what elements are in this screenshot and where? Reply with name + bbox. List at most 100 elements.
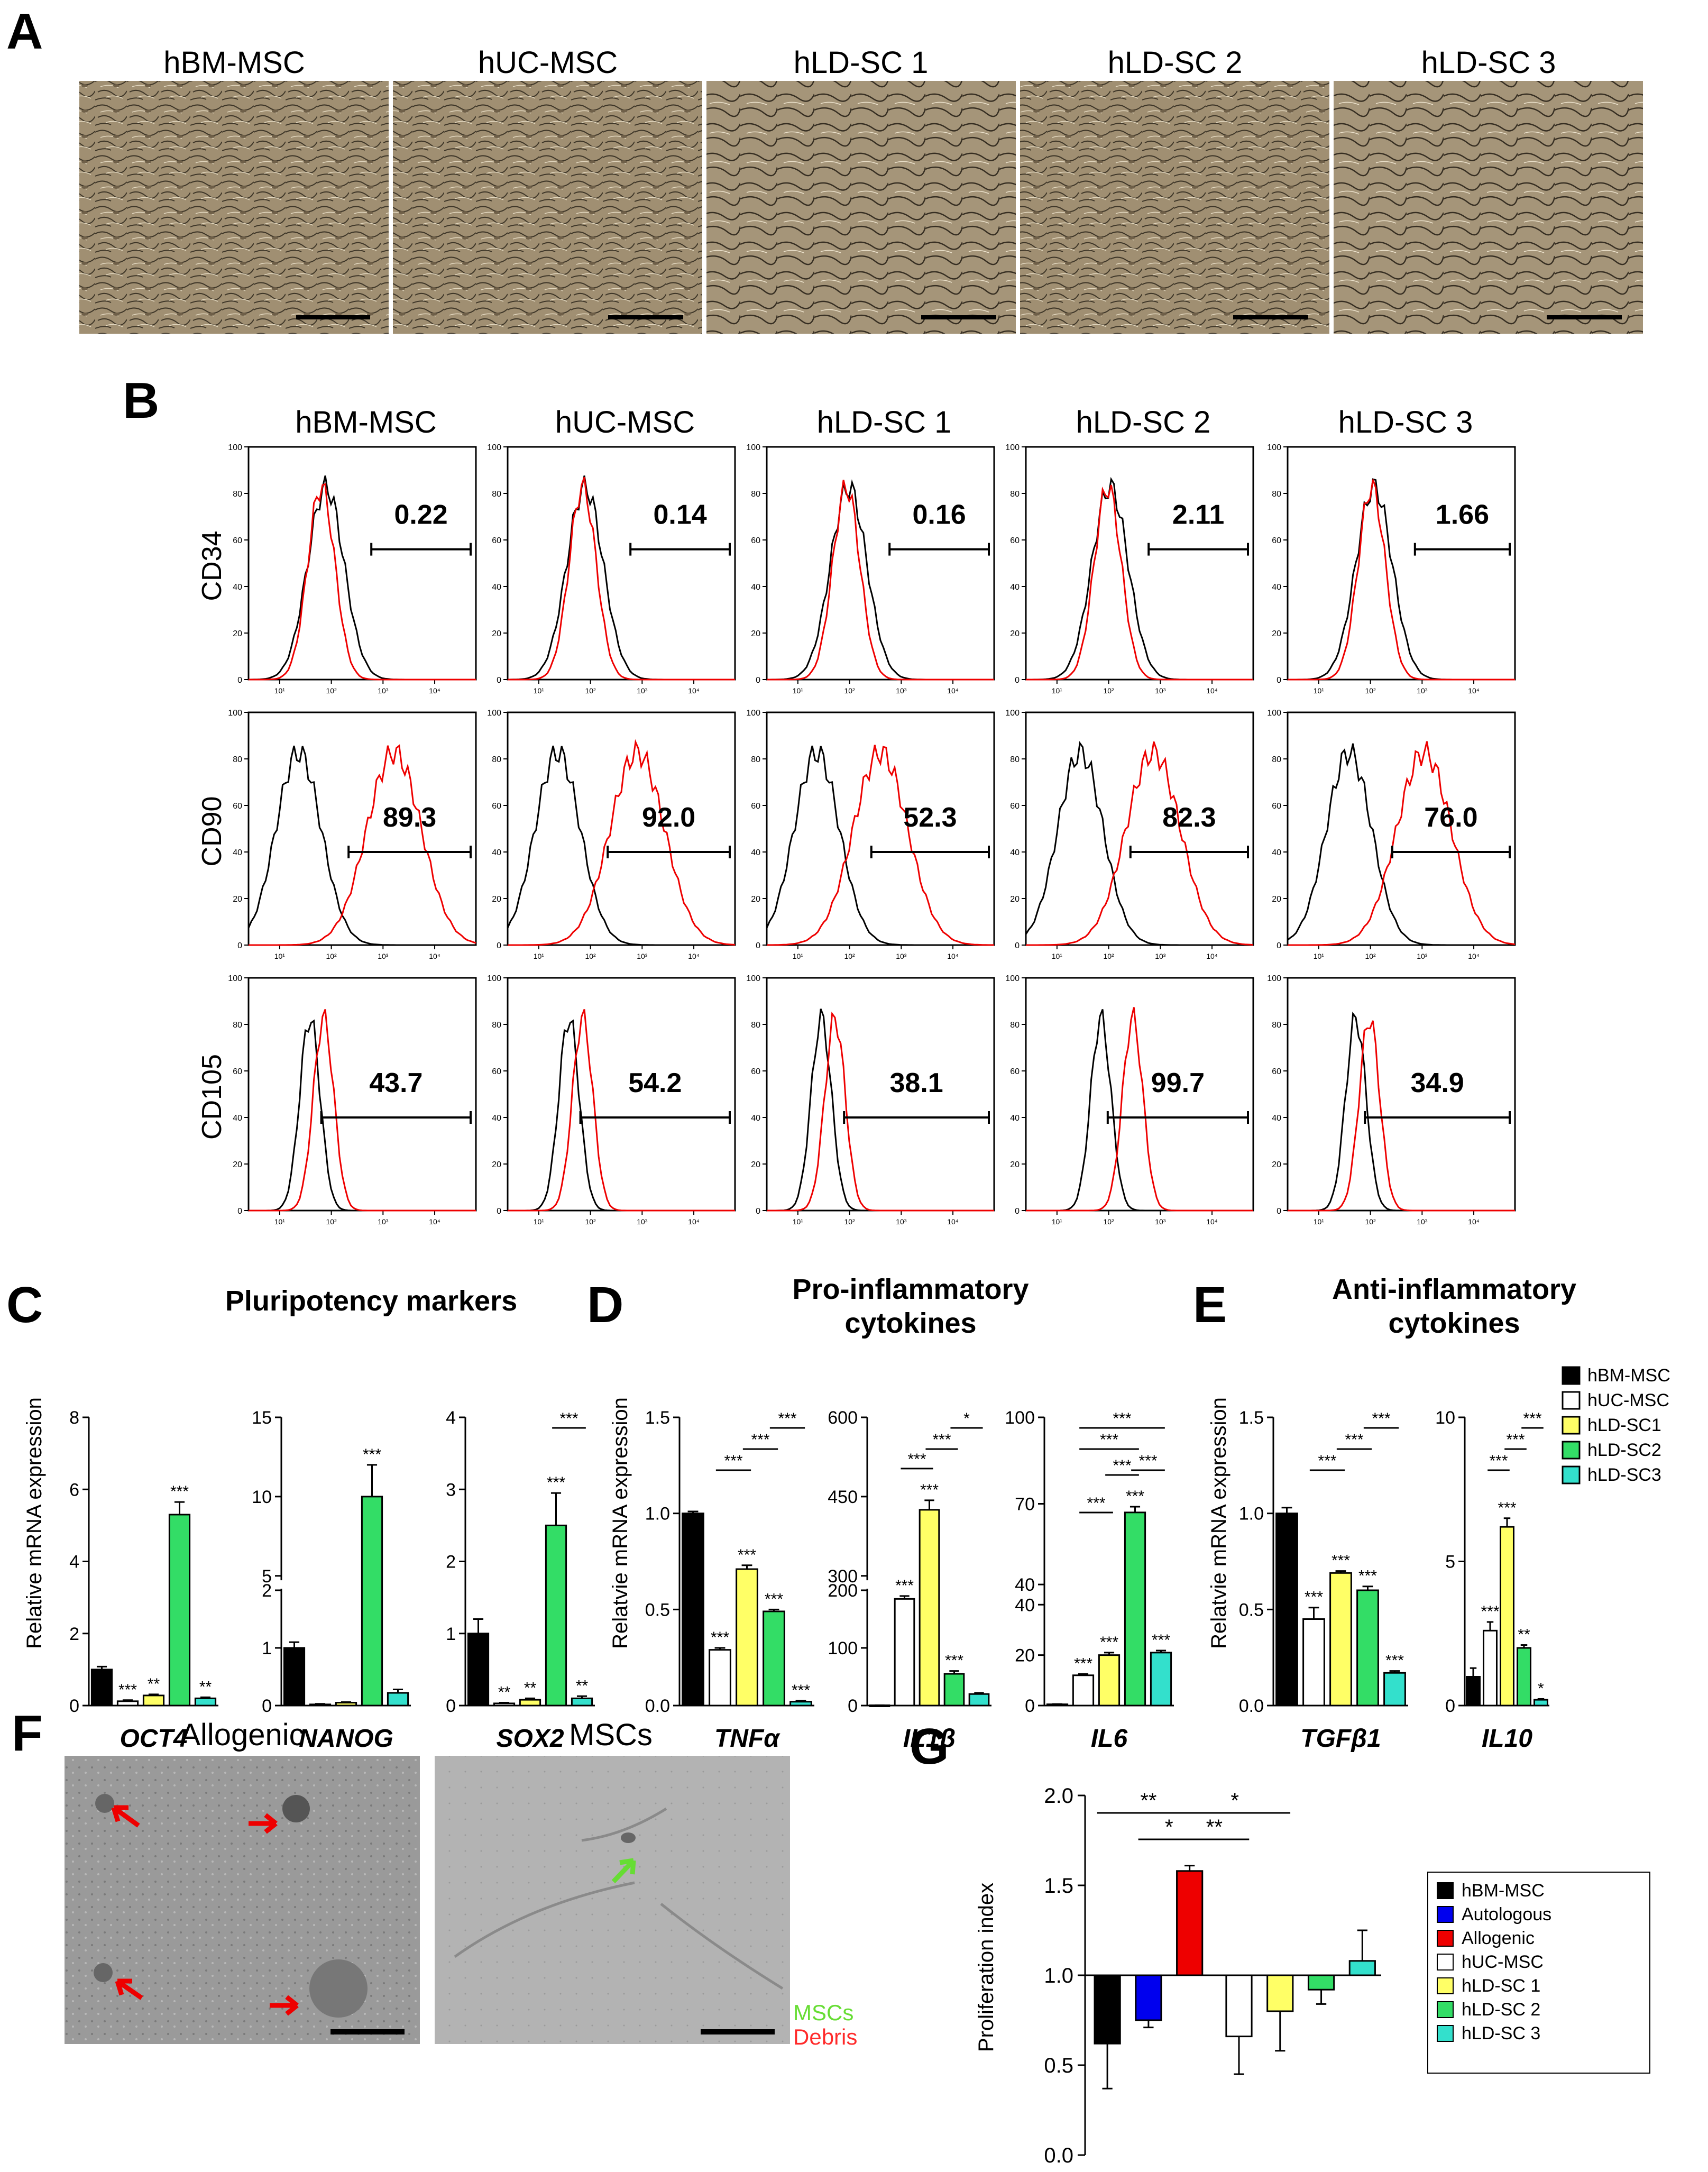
x-tick-label: 10¹ — [1052, 952, 1063, 960]
y-tick-label: 20 — [1272, 895, 1281, 904]
bar — [467, 1633, 490, 1707]
legend-label: hLD-SC 1 — [1462, 1976, 1540, 1996]
y-tick-label: 600 — [828, 1408, 858, 1428]
y-tick-label: 70 — [1015, 1495, 1035, 1515]
gate-percentage: 52.3 — [903, 802, 957, 833]
micrograph-huc-msc: hUC-MSC — [393, 45, 702, 334]
histogram-frame — [1025, 977, 1254, 1212]
y-tick-label: 1.5 — [1239, 1408, 1264, 1428]
x-tick-label: 10² — [1103, 686, 1114, 695]
axis-break — [860, 1580, 875, 1589]
y-tick-label: 0 — [497, 1207, 501, 1216]
flow-column-title: hUC-MSC — [555, 405, 695, 439]
y-tick-label: 20 — [492, 1160, 501, 1169]
panel-label-c: C — [6, 1277, 43, 1333]
panel-e-ylabel: Relatvie mRNA expression — [1207, 1397, 1231, 1649]
gene-label: SOX2 — [496, 1725, 564, 1753]
bar — [1302, 1618, 1325, 1707]
x-tick-label: 10⁴ — [1206, 686, 1218, 695]
bar — [1356, 1589, 1379, 1707]
y-tick-label: 20 — [751, 629, 760, 638]
bar-chart-nanog: 0 1 25 10 15 *** NANOG — [252, 1408, 411, 1753]
significance-label: *** — [765, 1590, 783, 1608]
bar — [1150, 1652, 1172, 1707]
x-tick-label: 10¹ — [274, 952, 286, 960]
bar — [789, 1701, 812, 1707]
y-tick-label: 20 — [233, 629, 242, 638]
y-tick-label: 100 — [1005, 709, 1020, 718]
histogram-frame — [507, 977, 736, 1212]
micrograph-hld-sc-1: hLD-SC 1 — [706, 45, 1016, 334]
legend-swatch — [1437, 1930, 1454, 1947]
y-tick-label: 100 — [1267, 709, 1281, 718]
legend-mscs: MSCs — [793, 2000, 853, 2025]
y-tick-label: 80 — [1272, 1021, 1281, 1030]
bar — [1098, 1654, 1121, 1707]
panel-label-a: A — [6, 3, 43, 60]
proliferation-chart: 0.00.51.01.52.0 *** *** — [1044, 1784, 1381, 2167]
axis-break — [274, 1580, 289, 1589]
y-tick-label: 20 — [233, 895, 242, 904]
x-tick-label: 10² — [585, 952, 596, 960]
significance-label: ** — [199, 1678, 212, 1696]
micrograph-image — [706, 81, 1016, 334]
y-tick-label: 1.0 — [645, 1504, 670, 1524]
gate-percentage: 2.11 — [1172, 500, 1224, 530]
bracket-label: ** — [1140, 1789, 1156, 1812]
flow-histogram: 100 80 60 40 20 0 10¹ 10² 10³ 10⁴ 99.7 — [1005, 974, 1254, 1226]
x-tick-label: 10³ — [637, 952, 648, 960]
y-tick-label: 0.0 — [1044, 2144, 1073, 2167]
y-tick-label: 20 — [492, 895, 501, 904]
y-tick-label: 20 — [1272, 629, 1281, 638]
x-tick-label: 10³ — [896, 686, 907, 695]
legend-label: hLD-SC2 — [1587, 1440, 1661, 1460]
x-tick-label: 10¹ — [534, 686, 545, 695]
flow-histogram: 100 80 60 40 20 0 10¹ 10² 10³ 10⁴ 0.22 — [228, 443, 477, 695]
gate-percentage: 76.0 — [1424, 802, 1477, 833]
bar — [90, 1669, 113, 1707]
flow-histogram: 100 80 60 40 20 0 10¹ 10² 10³ 10⁴ 0.14 — [487, 443, 736, 695]
y-tick-label: 0 — [1445, 1696, 1455, 1716]
bar — [493, 1702, 516, 1707]
bar — [571, 1697, 593, 1707]
significance-label: *** — [1481, 1603, 1499, 1620]
bar — [1124, 1511, 1146, 1707]
gate-percentage: 99.7 — [1151, 1068, 1205, 1098]
x-tick-label: 10³ — [1155, 1217, 1166, 1226]
x-tick-label: 10⁴ — [688, 1217, 700, 1226]
y-tick-label: 40 — [233, 583, 242, 592]
marker-histogram — [1288, 479, 1515, 681]
legend-label: hLD-SC1 — [1587, 1415, 1661, 1435]
flow-histogram: 100 80 60 40 20 0 10¹ 10² 10³ 10⁴ 52.3 — [746, 709, 995, 960]
legend-swatch — [1437, 2025, 1454, 2042]
significance-label: *** — [170, 1483, 189, 1500]
marker-histogram — [249, 1009, 476, 1212]
legend-label: Autologous — [1462, 1904, 1551, 1924]
bar — [1094, 1974, 1121, 2045]
panel-g-ylabel: Proliferation index — [975, 1883, 998, 2052]
y-tick-label: 100 — [487, 443, 501, 452]
panel-label-e: E — [1193, 1277, 1227, 1333]
bar — [194, 1697, 217, 1707]
bracket-label: *** — [1489, 1452, 1508, 1470]
flow-histogram: 100 80 60 40 20 0 10¹ 10² 10³ 10⁴ 82.3 — [1005, 709, 1254, 960]
bar — [335, 1702, 357, 1707]
panel-d-ylabel: Relatvie mRNA expression — [609, 1397, 632, 1649]
y-tick-label: 100 — [228, 974, 242, 983]
flow-histogram-grid: 100 80 60 40 20 0 10¹ 10² 10³ 10⁴ 0.22 100 80 60 40 20 0… — [228, 443, 1516, 1226]
flow-row-label: CD105 — [197, 1054, 227, 1140]
y-tick-label: 100 — [1005, 974, 1020, 983]
x-tick-label: 10² — [844, 952, 855, 960]
marker-histogram — [1288, 741, 1516, 946]
bar — [1517, 1647, 1531, 1707]
legend-swatch — [1437, 1954, 1454, 1971]
flow-column-title: hLD-SC 1 — [817, 405, 952, 439]
marker-histogram — [1026, 484, 1253, 681]
panel-cde-qpcr: Pluripotency markers Pro-inflammatory cy… — [23, 1273, 1670, 1753]
y-tick-label: 60 — [1010, 536, 1020, 545]
red-arrow — [270, 1995, 299, 2016]
x-tick-label: 10² — [1365, 1217, 1376, 1226]
x-tick-label: 10³ — [896, 1217, 907, 1226]
significance-label: *** — [1100, 1634, 1118, 1651]
